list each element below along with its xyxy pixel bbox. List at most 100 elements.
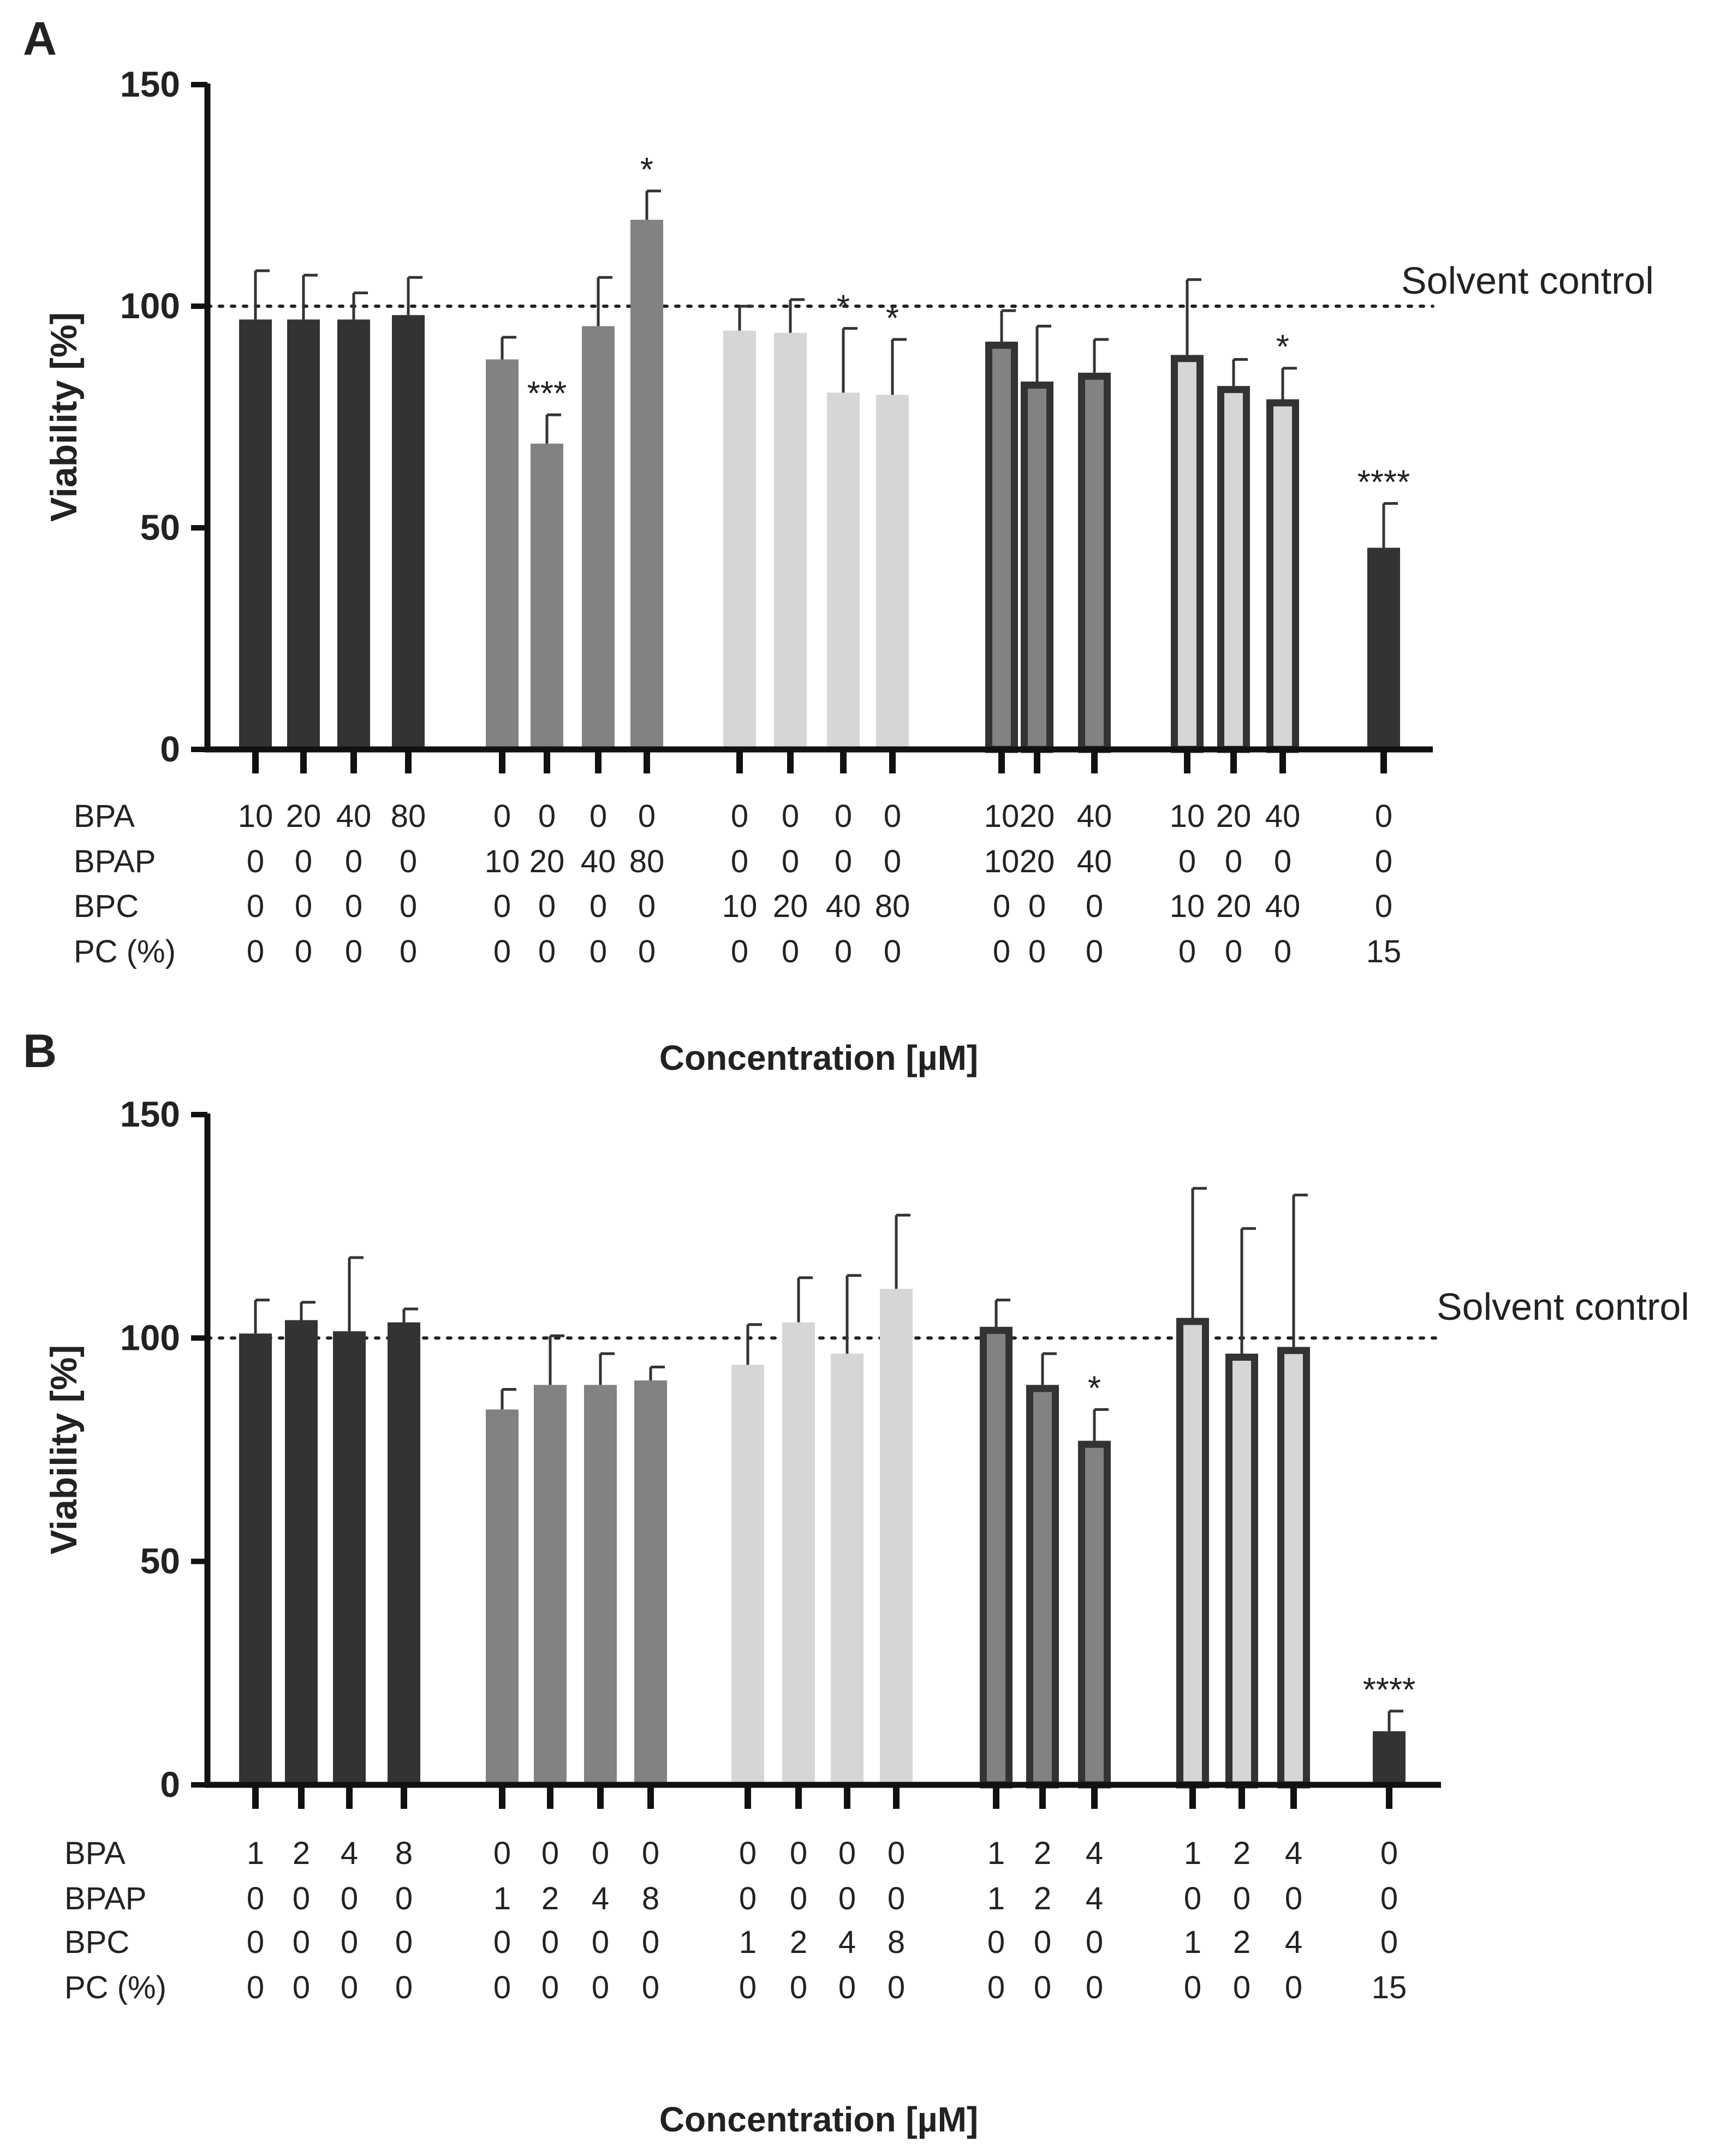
y-tick-label: 100 [120,1317,180,1357]
concentration-value: 0 [1086,1925,1103,1960]
bar [1373,1731,1406,1785]
bar [782,1322,815,1785]
bar [1026,1385,1059,1789]
row-label: BPC [64,1925,129,1960]
concentration-value: 15 [1372,1970,1407,2005]
concentration-value: 10 [984,844,1020,879]
y-tick-label: 50 [140,1541,180,1581]
concentration-value: 1 [987,1881,1005,1916]
bar [584,1385,617,1785]
concentration-value: 0 [247,1925,264,1960]
concentration-value: 8 [395,1836,413,1871]
bar [827,392,860,749]
y-axis-label: Viability [%] [43,312,85,522]
concentration-value: 0 [1184,1881,1201,1916]
bar [388,1322,420,1785]
concentration-value: 1 [1184,1925,1201,1960]
bar [1078,372,1111,753]
concentration-value: 0 [838,1881,856,1916]
concentration-value: 0 [782,934,799,969]
concentration-value: 0 [1380,1836,1398,1871]
concentration-value: 0 [1225,934,1242,969]
concentration-value: 0 [247,889,264,924]
concentration-value: 0 [293,1970,310,2005]
concentration-value: 0 [739,1836,757,1871]
concentration-value: 0 [987,1925,1005,1960]
concentration-value: 0 [341,1970,358,2005]
concentration-value: 80 [391,799,426,834]
concentration-value: 0 [541,1836,559,1871]
concentration-value: 0 [1285,1970,1302,2005]
concentration-value: 4 [1086,1881,1103,1916]
concentration-value: 0 [541,1970,559,2005]
bar [287,319,320,749]
concentration-value: 0 [247,934,264,969]
concentration-value: 10 [238,799,273,834]
x-axis-label: Concentration [µM] [659,1038,978,1077]
concentration-value: 1 [739,1925,757,1960]
concentration-value: 0 [1034,1925,1051,1960]
concentration-value: 0 [638,934,656,969]
bar [239,1333,272,1785]
bar [1217,386,1250,753]
bar [985,341,1018,753]
x-axis-label: Concentration [µM] [659,2100,978,2139]
concentration-value: 0 [888,1970,905,2005]
concentration-value: 40 [1265,889,1301,924]
concentration-value: 20 [529,844,565,879]
concentration-value: 0 [835,799,852,834]
concentration-value: 2 [1233,1836,1251,1871]
concentration-value: 10 [722,889,758,924]
concentration-value: 0 [592,1970,609,2005]
concentration-value: 0 [1178,844,1196,879]
concentration-value: 0 [1028,889,1046,924]
concentration-value: 4 [341,1836,358,1871]
concentration-value: 0 [739,1881,757,1916]
concentration-value: 0 [493,1925,511,1960]
y-tick-label: 150 [120,1094,180,1134]
concentration-value: 0 [1086,934,1103,969]
concentration-value: 40 [581,844,616,879]
bar [392,315,425,749]
concentration-value: 0 [838,1970,856,2005]
bar [1176,1318,1209,1789]
concentration-value: 15 [1366,934,1402,969]
concentration-value: 0 [538,889,556,924]
concentration-value: 0 [1380,1881,1398,1916]
significance-marker: **** [1357,463,1410,501]
y-tick-label: 100 [120,285,180,326]
concentration-value: 2 [1034,1836,1051,1871]
row-label: BPA [64,1836,126,1871]
y-axis-label: Viability [%] [43,1345,85,1555]
bar [486,1409,519,1785]
concentration-value: 0 [493,799,511,834]
concentration-value: 20 [286,799,321,834]
concentration-value: 0 [888,1881,905,1916]
row-label: BPC [74,889,139,924]
y-tick-label: 50 [140,507,180,547]
concentration-value: 10 [984,799,1020,834]
concentration-value: 0 [400,844,417,879]
concentration-value: 0 [592,1836,609,1871]
concentration-value: 0 [1233,1881,1251,1916]
bar [774,332,807,749]
concentration-value: 4 [1086,1836,1103,1871]
concentration-value: 40 [1265,799,1301,834]
concentration-value: 0 [395,1925,413,1960]
concentration-value: 0 [1034,1970,1051,2005]
concentration-value: 0 [731,799,748,834]
bar [582,326,615,749]
concentration-value: 0 [993,934,1010,969]
row-label: BPAP [74,844,156,879]
concentration-value: 0 [295,844,312,879]
bar [880,1289,913,1785]
concentration-value: 2 [1233,1925,1251,1960]
concentration-value: 0 [493,1836,511,1871]
concentration-value: 0 [541,1925,559,1960]
concentration-value: 0 [247,844,264,879]
concentration-value: 0 [1285,1881,1302,1916]
concentration-value: 20 [773,889,808,924]
concentration-value: 8 [642,1881,659,1916]
concentration-value: 0 [493,934,511,969]
